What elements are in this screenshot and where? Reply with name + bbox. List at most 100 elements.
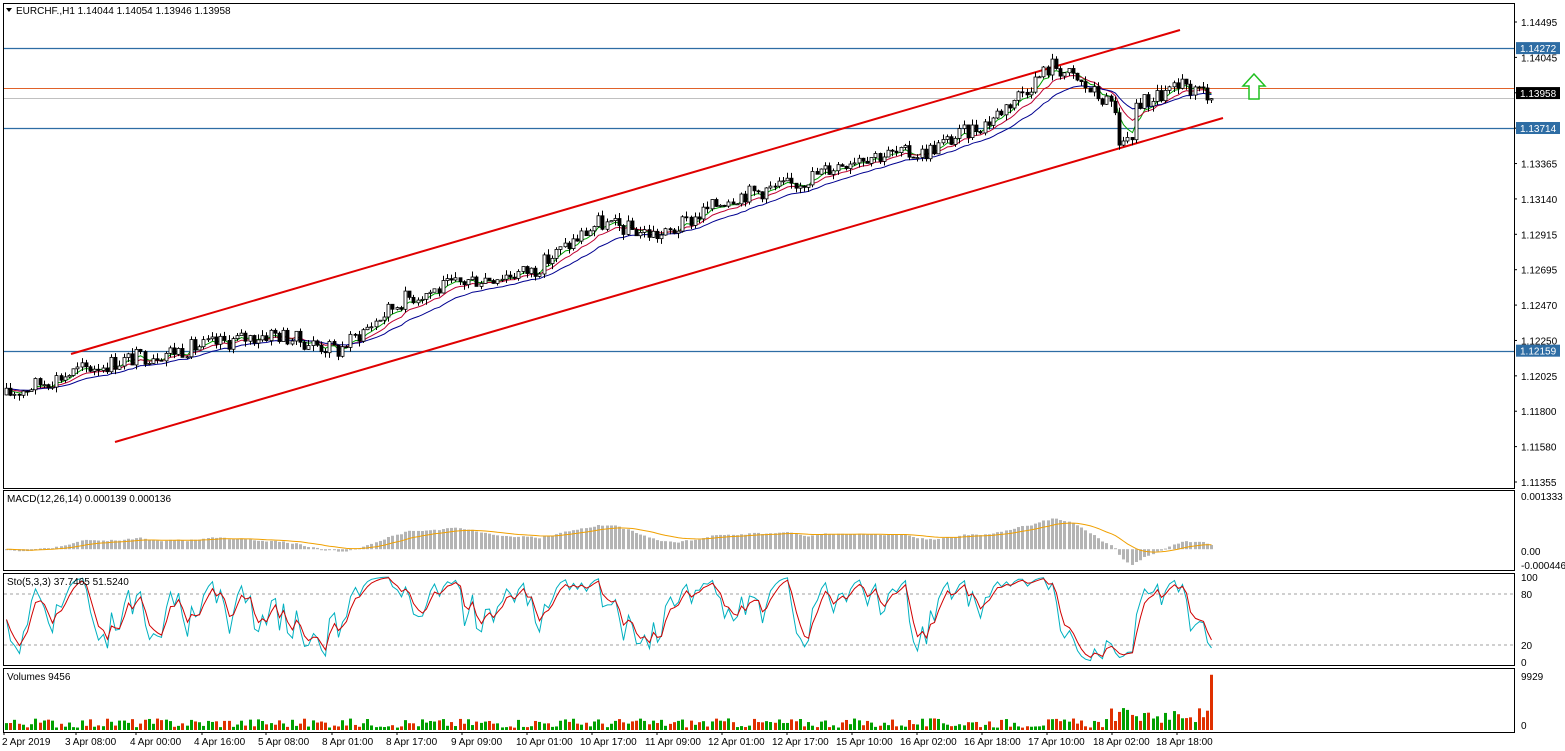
volume-bar bbox=[173, 726, 176, 730]
price-pane[interactable] bbox=[3, 3, 1515, 489]
candle-body bbox=[428, 291, 433, 294]
candle-body bbox=[71, 368, 76, 376]
macd-bar bbox=[400, 534, 403, 550]
volume-bar bbox=[1072, 718, 1075, 730]
macd-bar bbox=[181, 540, 184, 550]
axes: 1.144951.140451.138101.135851.133651.131… bbox=[2, 18, 1565, 748]
macd-pane[interactable] bbox=[3, 490, 1515, 571]
candle-body bbox=[1071, 68, 1076, 74]
candle-body bbox=[752, 185, 757, 192]
candle-body bbox=[411, 296, 416, 304]
volume-bar bbox=[1009, 726, 1012, 730]
volume-bar bbox=[828, 727, 831, 730]
macd-bar bbox=[496, 535, 499, 550]
candle-body bbox=[390, 303, 395, 310]
candle-body bbox=[252, 335, 257, 344]
macd-bar bbox=[547, 536, 550, 550]
candle-body bbox=[831, 170, 836, 175]
candle-body bbox=[739, 193, 744, 205]
volume-bar bbox=[1105, 719, 1108, 730]
candle-body bbox=[1004, 104, 1009, 116]
candle-body bbox=[1033, 76, 1038, 93]
candle-body bbox=[54, 375, 59, 388]
volume-bar bbox=[475, 721, 478, 730]
volume-bar bbox=[219, 727, 222, 730]
macd-bar bbox=[534, 537, 537, 550]
volume-bar bbox=[933, 718, 936, 730]
stochastic-pane[interactable] bbox=[3, 573, 1515, 666]
symbol-caption: EURCHF.,H1 1.14044 1.14054 1.13946 1.139… bbox=[16, 6, 231, 17]
time-tick-label: 8 Apr 17:00 bbox=[386, 737, 438, 748]
macd-bar bbox=[1038, 522, 1041, 550]
candle-body bbox=[970, 124, 975, 139]
candle-body bbox=[1062, 72, 1067, 77]
volume-bar bbox=[824, 720, 827, 730]
price-tag-label: 1.13714 bbox=[1520, 124, 1557, 135]
candle-body bbox=[936, 142, 941, 155]
volume-bar bbox=[181, 723, 184, 730]
candle-body bbox=[789, 177, 794, 184]
candle-body bbox=[697, 216, 702, 220]
candle-body bbox=[239, 332, 244, 337]
macd-bar bbox=[375, 542, 378, 550]
macd-histogram bbox=[5, 518, 1213, 565]
macd-bar bbox=[694, 539, 697, 550]
macd-bar bbox=[169, 539, 172, 550]
macd-bar bbox=[572, 530, 575, 550]
macd-bar bbox=[1026, 525, 1029, 550]
volume-bar bbox=[694, 724, 697, 730]
volume-bar bbox=[1042, 725, 1045, 730]
macd-bar bbox=[417, 530, 420, 550]
volume-bar bbox=[1068, 721, 1071, 730]
macd-bar bbox=[757, 532, 760, 550]
macd-bar bbox=[127, 538, 130, 550]
macd-bar bbox=[1055, 518, 1058, 550]
macd-bar bbox=[870, 534, 873, 550]
up-arrow-icon bbox=[1241, 72, 1267, 100]
candle-body bbox=[348, 333, 353, 348]
macd-bar bbox=[912, 537, 915, 550]
volume-bar bbox=[1147, 712, 1150, 730]
candle-body bbox=[470, 276, 475, 280]
macd-bar bbox=[1013, 528, 1016, 550]
candle-body bbox=[609, 220, 614, 223]
candle-body bbox=[920, 148, 925, 158]
macd-bar bbox=[828, 534, 831, 550]
macd-bar bbox=[190, 539, 193, 550]
volume-bar bbox=[711, 721, 714, 730]
volume-bar bbox=[22, 724, 25, 730]
candle-body bbox=[445, 278, 450, 281]
volume-bar bbox=[723, 721, 726, 730]
volume-bar bbox=[673, 722, 676, 730]
macd-bar bbox=[114, 540, 117, 550]
volume-bar bbox=[110, 721, 113, 730]
volume-bar bbox=[866, 720, 869, 730]
candle-body bbox=[1205, 87, 1210, 101]
dropdown-triangle-icon[interactable] bbox=[6, 8, 12, 12]
macd-bar bbox=[874, 534, 877, 550]
candle-body bbox=[911, 156, 916, 159]
volume-pane[interactable] bbox=[3, 668, 1515, 733]
candle-body bbox=[836, 164, 841, 172]
macd-bar bbox=[673, 542, 676, 550]
candle-body bbox=[277, 332, 282, 342]
volume-bar bbox=[396, 727, 399, 730]
candle-body bbox=[374, 320, 379, 328]
candle-body bbox=[554, 249, 559, 259]
volume-bars bbox=[5, 674, 1213, 730]
candle-body bbox=[311, 340, 316, 346]
macd-bar bbox=[719, 534, 722, 550]
candle-body bbox=[1134, 102, 1139, 141]
candle-body bbox=[197, 346, 202, 351]
candle-body bbox=[193, 339, 198, 351]
volume-bar bbox=[765, 721, 768, 730]
volume-bar bbox=[370, 725, 373, 730]
candle-body bbox=[945, 136, 950, 140]
volume-bar bbox=[606, 727, 609, 730]
candle-body bbox=[1188, 83, 1193, 96]
candle-body bbox=[176, 348, 181, 355]
macd-signal-line bbox=[6, 522, 1212, 553]
candle-body bbox=[810, 171, 815, 186]
candle-body bbox=[680, 216, 685, 232]
